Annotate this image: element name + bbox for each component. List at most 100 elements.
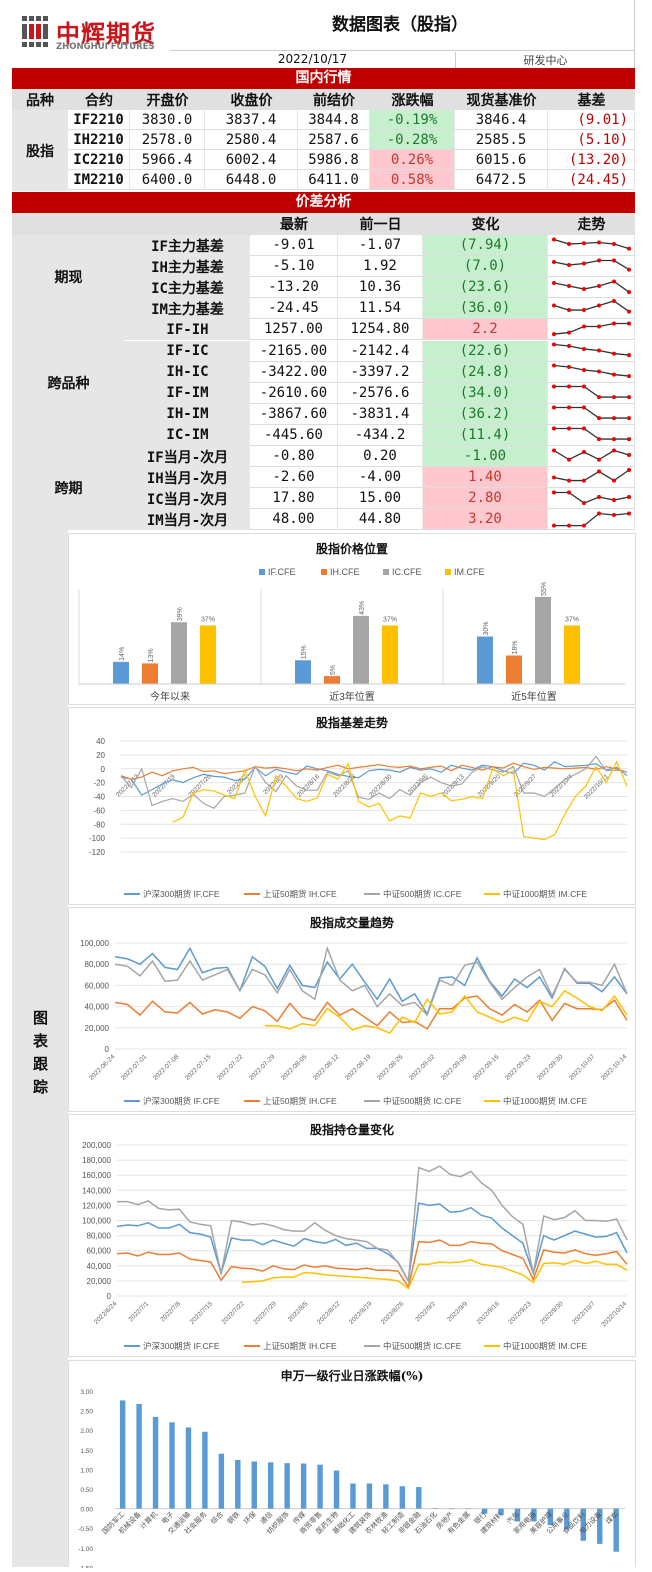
previous-value: 0.20 xyxy=(338,446,423,468)
series-line xyxy=(241,1259,628,1290)
table-cell-contract: IM2210 xyxy=(68,170,130,190)
series-line xyxy=(120,762,628,780)
sparkline-point xyxy=(612,512,616,517)
chart-title: 申万一级行业日涨跌幅(%) xyxy=(280,1369,424,1383)
sparkline xyxy=(548,256,635,278)
data-label: 43% xyxy=(359,601,366,615)
sparkline-point xyxy=(552,342,556,347)
bar xyxy=(531,1508,537,1522)
sparkline-line xyxy=(554,407,629,420)
sparkline-point xyxy=(612,241,616,246)
data-label: 30% xyxy=(483,621,490,635)
divider xyxy=(634,0,635,68)
legend-label: 中证500期货 IC.CFE xyxy=(383,1096,462,1106)
data-label: 39% xyxy=(177,607,184,621)
y-tick-label: 2.00 xyxy=(80,1428,93,1435)
change-value: 3.20 xyxy=(423,509,548,531)
category-label: 通信 xyxy=(258,1510,274,1526)
previous-value: 1.92 xyxy=(338,256,423,278)
sparkline xyxy=(548,424,635,446)
sparkline-point xyxy=(567,523,571,528)
change-value: (7.0) xyxy=(423,256,548,278)
latest-value: 17.80 xyxy=(250,488,338,510)
table-cell-spot: 6015.6 xyxy=(455,150,548,170)
bar xyxy=(113,661,129,684)
bar xyxy=(382,625,398,684)
spread-name: IM主力基差 xyxy=(125,298,250,320)
series-line xyxy=(114,945,628,1017)
spread-name: IF主力基差 xyxy=(125,235,250,257)
latest-value: -24.45 xyxy=(250,298,338,320)
sparkline-point xyxy=(567,384,571,389)
change-value: (34.0) xyxy=(423,382,548,404)
y-tick-label: -20 xyxy=(93,779,105,788)
sparkline-point xyxy=(612,372,616,377)
bar xyxy=(136,1403,142,1509)
series-line xyxy=(114,946,628,1016)
latest-value: -2165.00 xyxy=(250,340,338,362)
x-tick-label: 2022/7/15 xyxy=(189,1300,215,1326)
bar xyxy=(350,1483,356,1509)
series-line xyxy=(172,760,628,841)
industry-change-chart: 申万一级行业日涨跌幅(%) 3.00 2.50 2.00 1.50 1.00 0.50 0.0… xyxy=(68,1360,636,1572)
sparkline-line xyxy=(554,491,630,504)
x-tick-label: 2022-07-01 xyxy=(120,1053,149,1082)
sparkline-point xyxy=(627,467,631,472)
x-tick-label: 2022/9/27 xyxy=(513,773,539,799)
column-header: 开盘价 xyxy=(130,89,205,110)
previous-value: -3831.4 xyxy=(338,403,423,425)
sparkline-point xyxy=(627,374,631,379)
legend-label: 中证500期货 IC.CFE xyxy=(383,1341,462,1351)
report-date: 2022/10/17 xyxy=(277,52,348,66)
x-tick-label: 2022-10-07 xyxy=(568,1053,597,1082)
table-cell-prev: 6411.0 xyxy=(298,170,370,190)
sparkline-point xyxy=(582,405,586,410)
sparkline-point xyxy=(627,267,631,272)
sparkline-point xyxy=(552,237,556,242)
bar xyxy=(317,1464,323,1509)
sparkline-point xyxy=(567,283,571,288)
bar xyxy=(171,622,187,684)
bar xyxy=(580,1508,587,1541)
category-label: 电子 xyxy=(159,1510,175,1526)
x-tick-label: 2022/9/16 xyxy=(476,1300,502,1326)
sparkline-point xyxy=(627,289,631,294)
previous-value: 44.80 xyxy=(338,509,423,531)
data-label: 37% xyxy=(565,616,579,623)
divider xyxy=(170,50,635,51)
series-line xyxy=(264,989,628,1035)
latest-value: -445.60 xyxy=(250,424,338,446)
sparkline-point xyxy=(552,259,556,264)
data-label: 15% xyxy=(301,645,308,659)
bar xyxy=(506,655,522,684)
x-tick-label: 2022-09-02 xyxy=(408,1053,437,1082)
table-cell-open: 6400.0 xyxy=(130,170,205,190)
x-tick-label: 2022/10/14 xyxy=(600,1300,628,1328)
latest-value: -2610.60 xyxy=(250,382,338,404)
sparkline-line xyxy=(554,386,629,398)
bar xyxy=(119,1400,126,1509)
bar xyxy=(477,636,493,684)
latest-value: -3422.00 xyxy=(250,361,338,383)
x-tick-label: 2022/6/24 xyxy=(93,1300,119,1326)
bar xyxy=(432,1508,438,1509)
y-tick-label: 200,000 xyxy=(82,1141,111,1150)
x-tick-label: 2022/8/16 xyxy=(296,773,322,799)
data-label: 14% xyxy=(119,647,126,661)
data-label: 37% xyxy=(201,616,215,623)
column-header: 基差 xyxy=(548,89,635,110)
previous-value: 15.00 xyxy=(338,488,423,510)
open-interest-chart: 股指持仓量变化 200,000 180,000 160,000 140,000 120,0… xyxy=(68,1114,636,1357)
sparkline-point xyxy=(597,416,601,421)
category-label: 今年以来 xyxy=(150,690,190,703)
y-tick-label: 0.50 xyxy=(80,1487,93,1494)
data-label: 5% xyxy=(330,665,337,675)
spread-name: IF-IM xyxy=(125,382,250,404)
sparkline-line xyxy=(553,449,630,460)
header-blank xyxy=(12,213,250,235)
y-tick-label: 60,000 xyxy=(85,981,110,990)
x-tick-label: 2022-08-05 xyxy=(280,1053,309,1082)
bar xyxy=(535,596,551,684)
bar xyxy=(295,660,311,684)
company-logo: 中辉期货 ZHONGHUI FUTURES xyxy=(22,14,172,54)
